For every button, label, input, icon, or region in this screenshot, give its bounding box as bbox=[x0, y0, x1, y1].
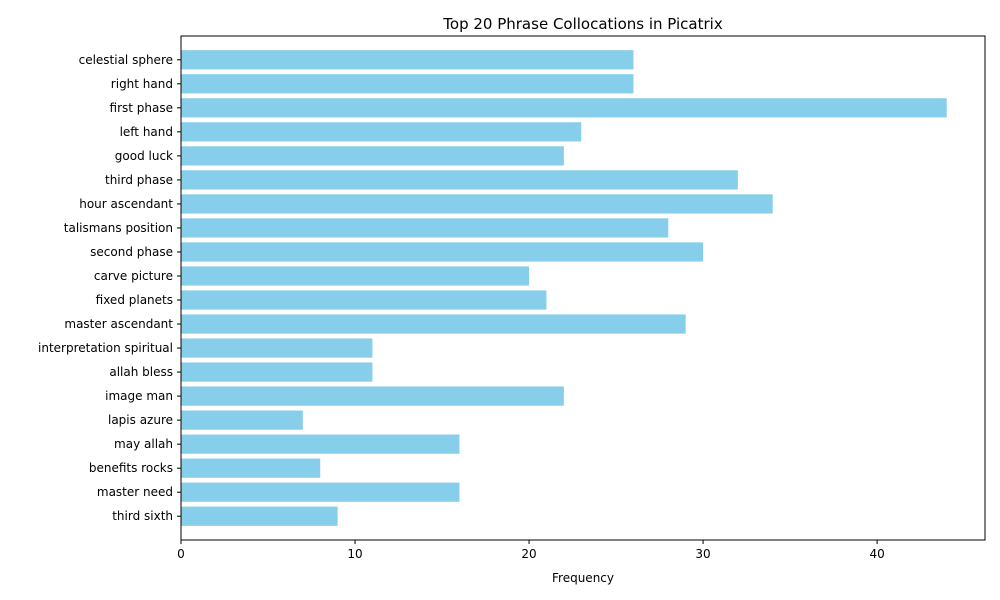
bar-third-sixth bbox=[181, 506, 338, 526]
bar-carve-picture bbox=[181, 266, 530, 286]
bar-talismans-position bbox=[181, 218, 669, 238]
y-tick-label: good luck bbox=[115, 149, 173, 163]
y-tick-label: second phase bbox=[90, 245, 173, 259]
y-tick-label: left hand bbox=[120, 125, 173, 139]
y-tick-label: third phase bbox=[105, 173, 173, 187]
bar-may-allah bbox=[181, 434, 460, 454]
bar-hour-ascendant bbox=[181, 194, 773, 214]
plot-frame bbox=[180, 35, 986, 541]
x-tick-label: 0 bbox=[177, 547, 185, 561]
bar-benefits-rocks bbox=[181, 458, 321, 478]
chart-title: Top 20 Phrase Collocations in Picatrix bbox=[442, 15, 723, 33]
bar-fixed-planets bbox=[181, 290, 547, 310]
bar-master-ascendant bbox=[181, 314, 686, 334]
x-tick-label: 40 bbox=[869, 547, 884, 561]
x-axis-ticks: 0 10 20 30 40 bbox=[177, 540, 885, 561]
bar-good-luck bbox=[181, 146, 564, 166]
bar-interpretation-spiritual bbox=[181, 338, 373, 358]
y-tick-label: lapis azure bbox=[108, 413, 173, 427]
x-tick-label: 30 bbox=[695, 547, 710, 561]
x-tick-label: 20 bbox=[521, 547, 536, 561]
bar-lapis-azure bbox=[181, 410, 303, 430]
y-tick-label: fixed planets bbox=[96, 293, 173, 307]
bar-celestial-sphere bbox=[181, 50, 634, 70]
bar-image-man bbox=[181, 386, 564, 406]
y-tick-label: first phase bbox=[110, 101, 173, 115]
y-tick-label: benefits rocks bbox=[89, 461, 173, 475]
y-tick-label: allah bless bbox=[109, 365, 173, 379]
y-tick-label: third sixth bbox=[112, 509, 173, 523]
bar-master-need bbox=[181, 482, 460, 502]
x-tick-label: 10 bbox=[347, 547, 362, 561]
x-axis-label: Frequency bbox=[552, 571, 614, 585]
bar-right-hand bbox=[181, 74, 634, 94]
bar-left-hand bbox=[181, 122, 582, 142]
y-tick-label: master need bbox=[97, 485, 173, 499]
y-axis-ticks: celestial sphere right hand first phase lef… bbox=[38, 53, 181, 523]
y-tick-label: right hand bbox=[111, 77, 173, 91]
bar-allah-bless bbox=[181, 362, 373, 382]
y-tick-label: hour ascendant bbox=[79, 197, 173, 211]
y-tick-label: master ascendant bbox=[64, 317, 173, 331]
y-tick-label: talismans position bbox=[64, 221, 173, 235]
y-tick-label: celestial sphere bbox=[79, 53, 173, 67]
y-tick-label: interpretation spiritual bbox=[38, 341, 173, 355]
bar-second-phase bbox=[181, 242, 704, 262]
y-tick-label: image man bbox=[105, 389, 173, 403]
bar-first-phase bbox=[181, 98, 947, 118]
y-tick-label: may allah bbox=[114, 437, 173, 451]
bars-group bbox=[181, 50, 947, 526]
bar-third-phase bbox=[181, 170, 738, 190]
y-tick-label: carve picture bbox=[94, 269, 173, 283]
